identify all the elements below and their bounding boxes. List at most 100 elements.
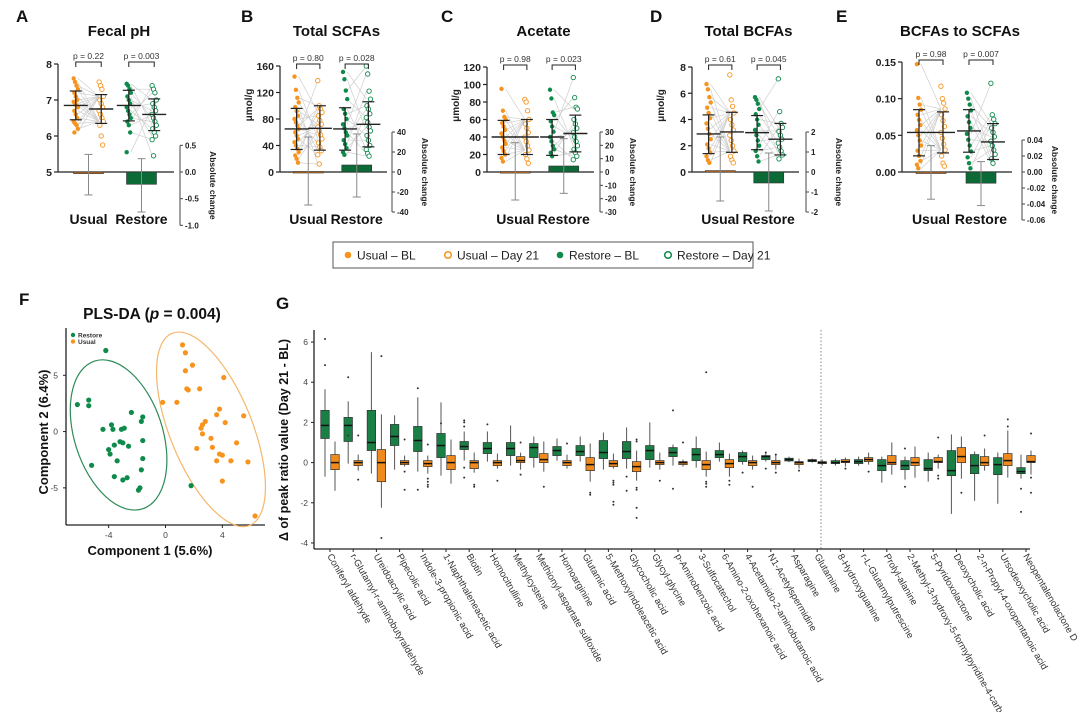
y-tick-label: 0 — [268, 167, 274, 179]
data-point — [967, 143, 972, 148]
data-point — [730, 160, 736, 166]
box-restore — [320, 410, 330, 439]
paired-line — [346, 108, 367, 136]
data-point-restore — [120, 477, 126, 483]
box-outlier-usual — [380, 536, 383, 539]
legend-marker-restore — [70, 332, 76, 338]
data-point-usual — [182, 368, 188, 374]
panel-letter-b: B — [241, 7, 253, 26]
data-point-restore — [107, 451, 113, 457]
box-outlier-usual — [403, 488, 406, 491]
data-point — [988, 80, 994, 86]
data-point — [128, 90, 134, 96]
box-outlier-restore — [764, 467, 767, 470]
data-point — [503, 141, 508, 147]
box-outlier-usual — [519, 441, 522, 444]
data-point — [499, 131, 504, 136]
legend-label: Usual – BL — [357, 249, 416, 263]
legend-marker-usual — [70, 339, 76, 344]
category-label: Restore — [331, 211, 383, 227]
paired-line — [298, 76, 319, 113]
panel-title: BCFAs to SCFAs — [900, 23, 1020, 40]
paired-line — [759, 119, 779, 124]
data-point — [918, 143, 924, 148]
data-point — [704, 81, 709, 87]
paired-line — [298, 122, 319, 144]
legend-label: Restore — [78, 333, 103, 340]
data-point-usual — [233, 440, 240, 446]
confidence-ellipse-restore — [69, 359, 168, 511]
box-restore — [621, 441, 632, 459]
box-outlier-usual — [426, 443, 429, 446]
panel-title: Acetate — [516, 23, 570, 40]
box-outlier-usual — [728, 483, 731, 486]
box-outlier-restore — [672, 409, 674, 412]
box-outlier-usual — [960, 491, 963, 494]
box-restore — [923, 459, 933, 471]
p-bracket — [128, 61, 155, 67]
right-axis-label: Absolute change — [208, 151, 218, 220]
category-label: Restore — [743, 211, 795, 227]
right-axis-tick-label: 0.0 — [185, 168, 197, 177]
paired-line — [920, 108, 942, 136]
box-usual — [1003, 453, 1013, 466]
paired-line — [710, 83, 731, 114]
box-outlier-usual — [937, 474, 940, 477]
box-usual — [956, 447, 967, 463]
paired-line — [710, 112, 731, 149]
legend-label: Usual — [78, 339, 96, 346]
data-point-usual — [197, 386, 203, 392]
y-tick-label: 5 — [53, 370, 58, 380]
data-point — [295, 95, 300, 101]
box-outlier-restore — [324, 364, 326, 367]
y-axis-label: Δ of peak ratio value (Day 21 - BL) — [277, 339, 291, 541]
y-tick-label: -4 — [300, 538, 308, 548]
data-point — [729, 103, 736, 110]
box-outlier-usual — [473, 483, 476, 486]
data-point — [755, 101, 761, 106]
paired-line — [130, 85, 153, 122]
y-tick-label: -5 — [50, 483, 58, 493]
data-point — [345, 133, 350, 138]
paired-line — [920, 129, 942, 151]
data-point — [754, 154, 760, 159]
data-point — [296, 149, 301, 155]
paired-line — [346, 98, 367, 118]
data-point — [965, 155, 970, 160]
data-point-restore — [111, 442, 117, 448]
data-point-restore — [140, 455, 146, 462]
box-restore — [459, 441, 469, 450]
panel-e-bcfas-to-scfas: BCFAs to SCFAs 0.00 0.05 0.10 0.15 0.04 0.02 0.… — [876, 23, 1060, 227]
paired-line — [553, 126, 574, 138]
y-tick-label: 0.00 — [876, 167, 897, 179]
box-outlier-usual — [705, 480, 708, 483]
data-point — [127, 130, 133, 135]
data-point — [99, 86, 105, 92]
box-usual — [933, 457, 943, 463]
y-tick-label: 80 — [469, 97, 481, 109]
panel-letter-g: G — [276, 294, 289, 313]
box-outlier-usual — [635, 488, 638, 491]
right-axis-tick-label: 2 — [811, 128, 816, 137]
paired-line — [553, 89, 574, 110]
data-point — [340, 122, 346, 127]
data-point — [941, 163, 948, 169]
box-outlier-restore — [324, 338, 326, 341]
data-point — [292, 74, 297, 79]
paired-line — [298, 89, 319, 140]
paired-line — [77, 78, 100, 97]
box-usual — [469, 460, 479, 469]
data-point — [964, 90, 970, 96]
paired-line — [346, 91, 367, 145]
data-point — [573, 138, 579, 145]
data-point — [916, 166, 921, 171]
paired-line — [77, 121, 100, 124]
panel-title: Total SCFAs — [293, 23, 380, 40]
title-part: = 0.004) — [159, 306, 221, 323]
box-outlier-usual — [983, 434, 986, 437]
paired-line — [758, 103, 779, 136]
data-point — [524, 108, 531, 114]
data-point — [292, 116, 297, 122]
data-point — [74, 83, 79, 88]
box-restore — [529, 443, 539, 458]
